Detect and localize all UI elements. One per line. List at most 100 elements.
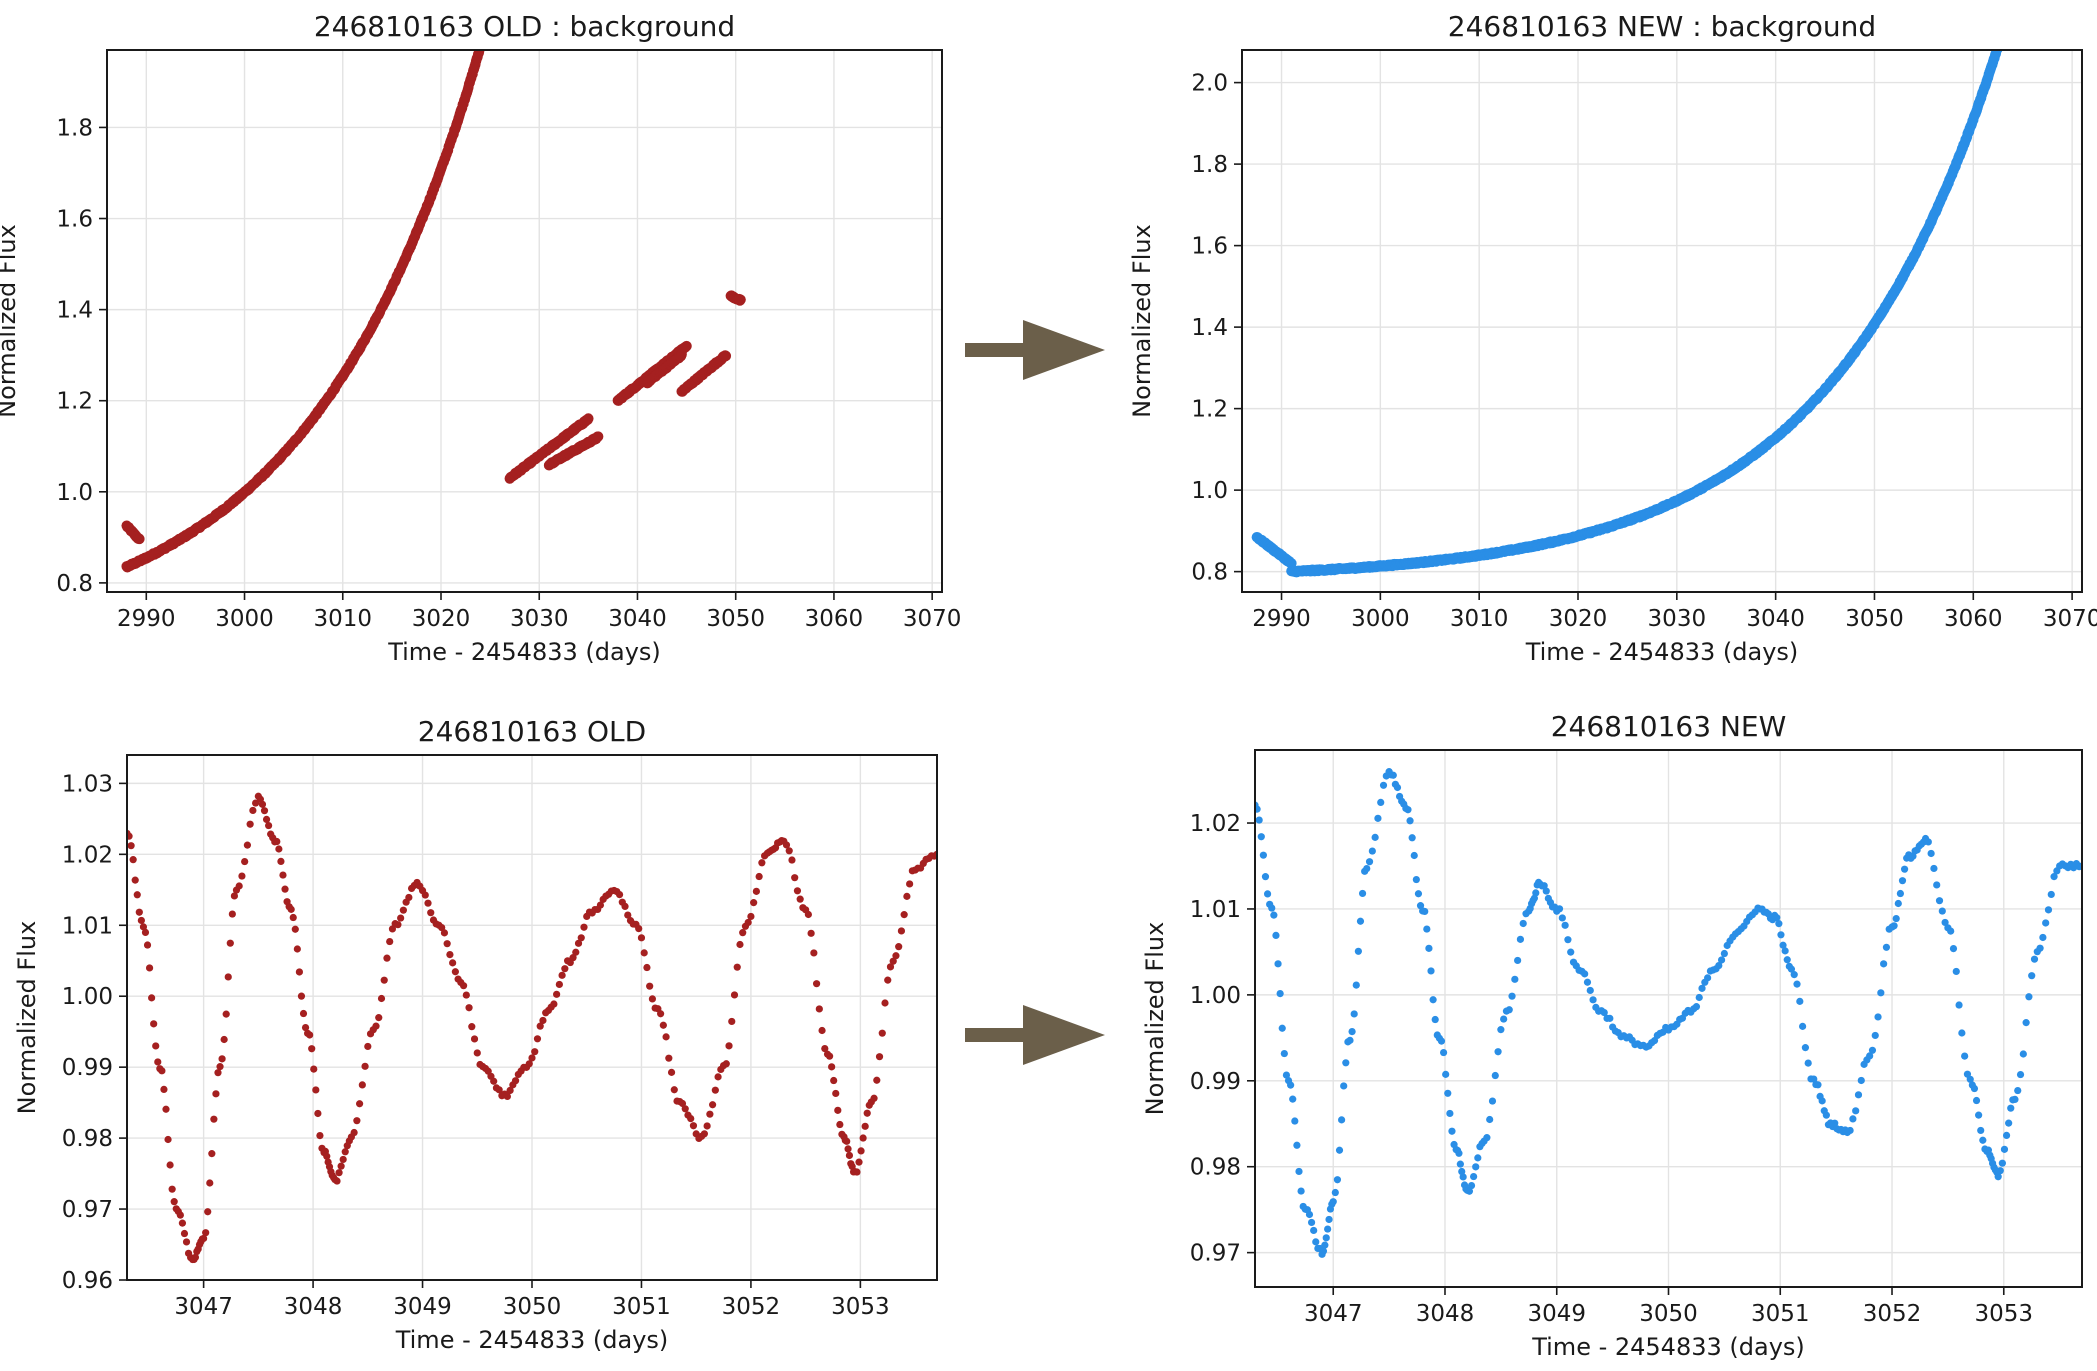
data-point bbox=[788, 856, 796, 864]
data-point bbox=[1408, 834, 1416, 842]
x-tick-label: 3048 bbox=[284, 1294, 343, 1320]
data-point bbox=[2047, 890, 2055, 899]
data-point bbox=[339, 1155, 347, 1164]
data-point bbox=[1429, 996, 1437, 1004]
data-point bbox=[162, 1105, 170, 1113]
data-point bbox=[386, 937, 394, 946]
y-tick-label: 0.96 bbox=[62, 1268, 113, 1294]
data-point bbox=[1338, 1116, 1346, 1124]
data-point bbox=[1796, 997, 1804, 1005]
data-point bbox=[1276, 990, 1284, 998]
data-point bbox=[293, 945, 301, 953]
x-tick-label: 3060 bbox=[805, 606, 864, 632]
data-point bbox=[1354, 947, 1362, 955]
plot-frame bbox=[106, 49, 943, 593]
data-point bbox=[2025, 993, 2033, 1001]
data-point bbox=[170, 1198, 178, 1206]
data-point bbox=[1801, 1044, 1810, 1052]
data-point bbox=[308, 1045, 316, 1053]
y-tick-label: 0.98 bbox=[1190, 1155, 1241, 1181]
x-tick-label: 3010 bbox=[313, 606, 372, 632]
x-tick-label: 3052 bbox=[722, 1294, 781, 1320]
data-point bbox=[1781, 947, 1789, 955]
data-point bbox=[1439, 1048, 1448, 1057]
data-point bbox=[295, 968, 303, 976]
data-point bbox=[818, 1026, 826, 1035]
x-axis-label: Time - 2454833 (days) bbox=[1531, 1333, 1805, 1361]
y-tick-label: 1.4 bbox=[1191, 315, 1228, 341]
data-point bbox=[438, 923, 446, 932]
data-point bbox=[1871, 1031, 1879, 1040]
x-tick-label: 3050 bbox=[1639, 1301, 1698, 1327]
data-point bbox=[558, 971, 566, 979]
data-point bbox=[900, 911, 908, 919]
data-point bbox=[279, 871, 287, 879]
data-point bbox=[1514, 956, 1522, 965]
data-point bbox=[681, 1105, 689, 1113]
data-point bbox=[1775, 920, 1783, 928]
data-point bbox=[1494, 1048, 1502, 1056]
data-point bbox=[243, 841, 252, 849]
data-point bbox=[252, 799, 260, 807]
data-point bbox=[1586, 986, 1594, 995]
data-point bbox=[2007, 1104, 2015, 1112]
data-point bbox=[1325, 1215, 1333, 1224]
data-point bbox=[828, 1063, 836, 1071]
x-tick-label: 3050 bbox=[1845, 606, 1904, 632]
data-point bbox=[1972, 1096, 1981, 1105]
data-point bbox=[834, 1106, 842, 1114]
data-point bbox=[1814, 1081, 1822, 1089]
data-point bbox=[443, 940, 451, 948]
data-point bbox=[1564, 936, 1572, 944]
data-point bbox=[825, 1052, 834, 1060]
data-point bbox=[1455, 1149, 1463, 1157]
data-point bbox=[306, 1031, 314, 1039]
data-point bbox=[364, 1042, 372, 1051]
data-point bbox=[1941, 918, 1949, 927]
data-point bbox=[1310, 1226, 1318, 1235]
data-point bbox=[657, 1010, 665, 1018]
data-point bbox=[1427, 967, 1435, 975]
data-point bbox=[1894, 899, 1902, 908]
data-point bbox=[1486, 1115, 1494, 1124]
data-point bbox=[1295, 1167, 1303, 1176]
data-point bbox=[1340, 1082, 1348, 1090]
data-point bbox=[323, 1152, 331, 1160]
data-point bbox=[580, 923, 588, 931]
data-point bbox=[356, 1100, 364, 1108]
data-point bbox=[550, 1000, 558, 1008]
data-point bbox=[596, 901, 605, 909]
data-point bbox=[812, 980, 821, 988]
data-point bbox=[1567, 948, 1575, 956]
y-tick-label: 1.8 bbox=[56, 115, 93, 141]
data-point bbox=[681, 340, 692, 352]
data-point bbox=[133, 891, 141, 899]
data-point bbox=[166, 1161, 174, 1169]
data-point bbox=[1483, 1134, 1491, 1142]
x-tick-label: 3020 bbox=[1549, 606, 1608, 632]
data-point bbox=[383, 954, 391, 962]
data-point bbox=[1992, 50, 2003, 55]
data-point bbox=[1356, 917, 1365, 925]
data-point bbox=[1431, 1015, 1439, 1024]
data-point bbox=[857, 1147, 865, 1155]
data-point bbox=[230, 892, 239, 900]
data-point bbox=[1444, 1089, 1452, 1097]
data-point bbox=[468, 1023, 476, 1031]
x-axis-label: Time - 2454833 (days) bbox=[395, 1326, 669, 1354]
data-point bbox=[700, 1130, 708, 1138]
data-point bbox=[1720, 949, 1728, 958]
data-point bbox=[1297, 1187, 1305, 1195]
data-point bbox=[1787, 965, 1796, 973]
data-point bbox=[758, 859, 766, 867]
x-tick-label: 3052 bbox=[1863, 1301, 1922, 1327]
data-point bbox=[1282, 1071, 1291, 1079]
data-point bbox=[277, 857, 285, 865]
x-tick-label: 3047 bbox=[1304, 1301, 1363, 1327]
data-point bbox=[903, 892, 911, 900]
data-point bbox=[399, 906, 407, 914]
data-point bbox=[662, 1033, 670, 1041]
data-point bbox=[785, 847, 793, 855]
x-tick-label: 3030 bbox=[510, 606, 569, 632]
